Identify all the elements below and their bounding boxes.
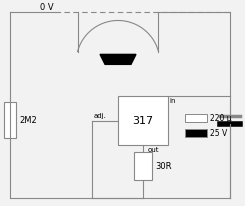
Text: 25 V: 25 V bbox=[210, 129, 227, 138]
Polygon shape bbox=[100, 54, 136, 64]
Text: 2M2: 2M2 bbox=[19, 116, 37, 125]
Bar bbox=[4, 102, 16, 138]
Text: in: in bbox=[169, 98, 175, 104]
Bar bbox=[185, 114, 207, 122]
Text: 317: 317 bbox=[132, 116, 154, 126]
Text: 30R: 30R bbox=[155, 162, 172, 171]
Text: 0 V: 0 V bbox=[39, 2, 53, 12]
Text: out: out bbox=[148, 147, 159, 153]
Text: 220 μ: 220 μ bbox=[210, 114, 231, 123]
Text: adj.: adj. bbox=[94, 113, 107, 119]
Bar bbox=[118, 96, 168, 145]
Bar bbox=[185, 129, 207, 137]
Bar bbox=[134, 152, 152, 180]
